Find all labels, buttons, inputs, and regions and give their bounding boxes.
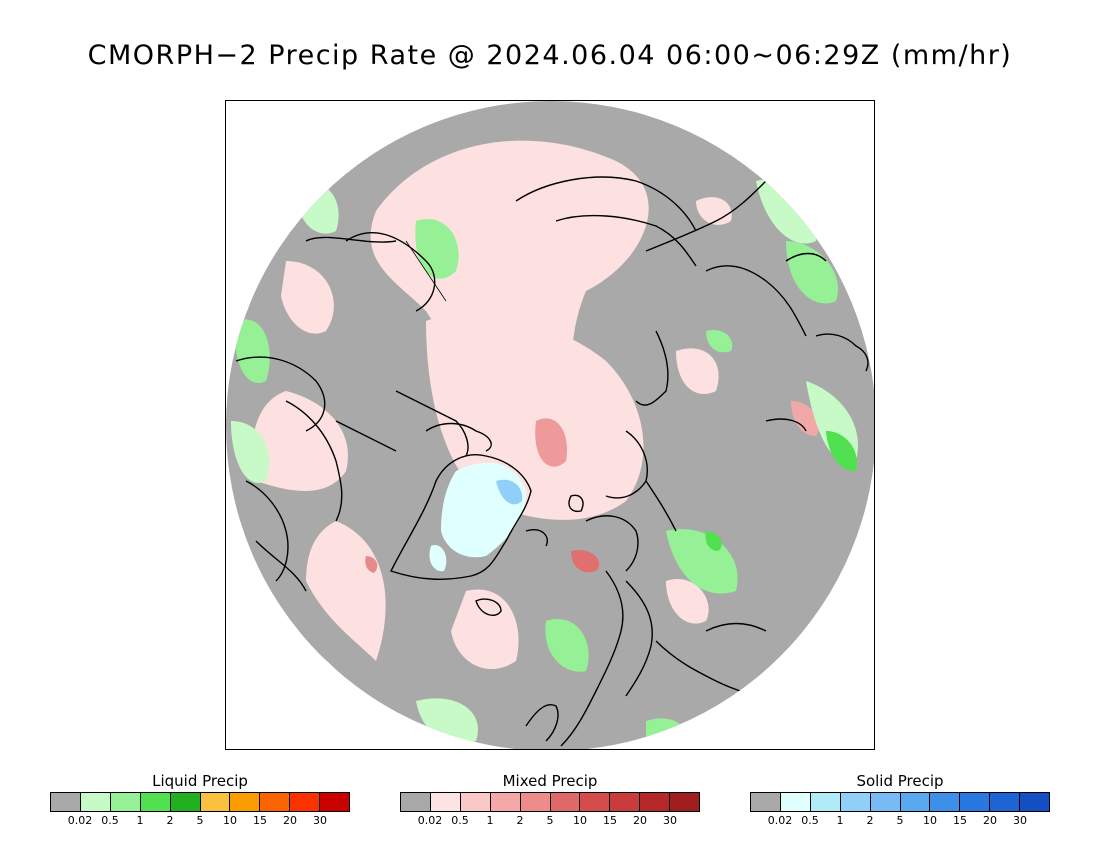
- swatch: [140, 793, 171, 811]
- tick-label: 30: [313, 814, 327, 827]
- tick-label: 30: [1013, 814, 1027, 827]
- tick-label: 1: [136, 814, 144, 827]
- map-title: CMORPH−2 Precip Rate @ 2024.06.04 06:00~…: [87, 40, 1013, 71]
- tick-label: 10: [923, 814, 937, 827]
- swatch: [751, 793, 781, 811]
- swatch: [460, 793, 491, 811]
- swatch: [780, 793, 811, 811]
- tick-label: 0.02: [767, 814, 793, 827]
- swatch: [990, 793, 1021, 811]
- legend-liquid-ticks: 0.02 0.5 1 2 5 10 15 20 30: [50, 814, 350, 828]
- legend-liquid: Liquid Precip 0.02 0.5 1 2 5 10 15 20 30: [50, 772, 350, 828]
- swatch: [290, 793, 321, 811]
- swatch: [810, 793, 841, 811]
- tick-label: 2: [866, 814, 874, 827]
- swatch: [870, 793, 901, 811]
- swatch: [401, 793, 431, 811]
- swatch: [51, 793, 81, 811]
- tick-label: 1: [486, 814, 494, 827]
- swatch: [110, 793, 141, 811]
- tick-label: 30: [663, 814, 677, 827]
- legend-solid-colorbar: [750, 792, 1050, 812]
- legend-liquid-colorbar: [50, 792, 350, 812]
- swatch: [1020, 793, 1050, 811]
- tick-label: 15: [953, 814, 967, 827]
- swatch: [520, 793, 551, 811]
- tick-label: 5: [196, 814, 204, 827]
- swatch: [170, 793, 201, 811]
- tick-label: 5: [896, 814, 904, 827]
- solid-precip-area: [429, 462, 526, 572]
- legend-mixed-colorbar: [400, 792, 700, 812]
- swatch: [960, 793, 991, 811]
- swatch: [580, 793, 611, 811]
- tick-label: 20: [283, 814, 297, 827]
- swatch: [670, 793, 700, 811]
- swatch: [80, 793, 111, 811]
- legend-liquid-title: Liquid Precip: [152, 772, 248, 790]
- legend-mixed-ticks: 0.02 0.5 1 2 5 10 15 20 30: [400, 814, 700, 828]
- swatch: [490, 793, 521, 811]
- tick-label: 0.5: [101, 814, 119, 827]
- tick-label: 2: [166, 814, 174, 827]
- tick-label: 1: [836, 814, 844, 827]
- legend-solid: Solid Precip 0.02 0.5 1 2 5 10 15 20 30: [750, 772, 1050, 828]
- tick-label: 0.02: [417, 814, 443, 827]
- tick-label: 10: [573, 814, 587, 827]
- tick-label: 0.5: [801, 814, 819, 827]
- swatch: [430, 793, 461, 811]
- tick-label: 20: [983, 814, 997, 827]
- tick-label: 2: [516, 814, 524, 827]
- tick-label: 15: [603, 814, 617, 827]
- tick-label: 0.02: [67, 814, 93, 827]
- swatch: [550, 793, 581, 811]
- swatch: [610, 793, 641, 811]
- swatch: [930, 793, 961, 811]
- legend-solid-ticks: 0.02 0.5 1 2 5 10 15 20 30: [750, 814, 1050, 828]
- legend-solid-title: Solid Precip: [856, 772, 944, 790]
- swatch: [840, 793, 871, 811]
- tick-label: 5: [546, 814, 554, 827]
- swatch: [260, 793, 291, 811]
- polar-precip-map: [225, 100, 875, 750]
- tick-label: 20: [633, 814, 647, 827]
- tick-label: 10: [223, 814, 237, 827]
- tick-label: 0.5: [451, 814, 469, 827]
- mixed-precip-heavy: [365, 401, 820, 573]
- tick-label: 15: [253, 814, 267, 827]
- swatch: [230, 793, 261, 811]
- swatch: [640, 793, 671, 811]
- swatch: [200, 793, 231, 811]
- swatch: [320, 793, 350, 811]
- legend-mixed: Mixed Precip 0.02 0.5 1 2 5 10 15 20 30: [400, 772, 700, 828]
- boundary-line: [405, 240, 447, 302]
- swatch: [900, 793, 931, 811]
- legend-mixed-title: Mixed Precip: [502, 772, 598, 790]
- map-svg: [226, 101, 874, 749]
